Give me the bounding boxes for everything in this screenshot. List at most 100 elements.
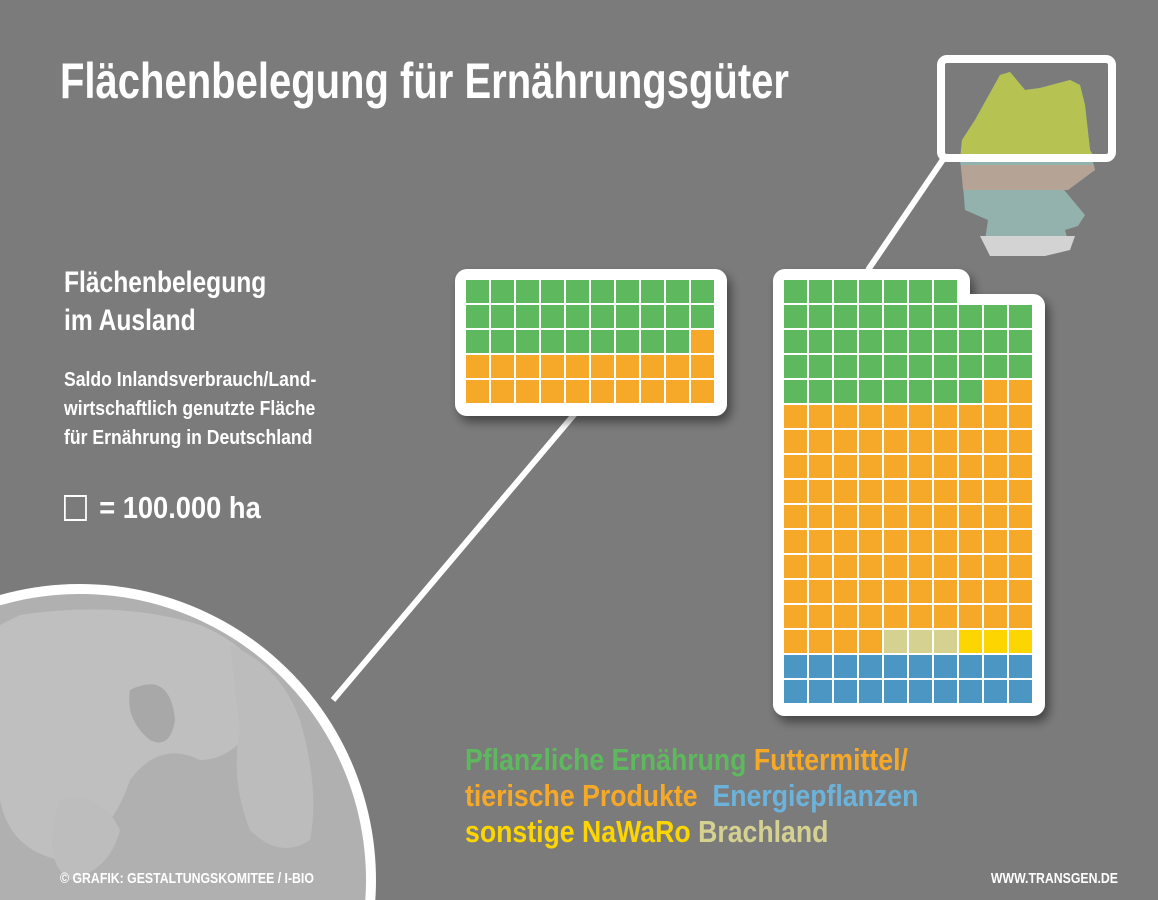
waffle-cell-futtermittel (809, 455, 832, 478)
waffle-cell-futtermittel (491, 380, 514, 403)
waffle-cell-pflanzlich (466, 280, 489, 303)
waffle-cell-futtermittel (1009, 555, 1032, 578)
waffle-cell-energie (884, 680, 907, 703)
waffle-cell-pflanzlich (809, 380, 832, 403)
waffle-cell-brachland (909, 630, 932, 653)
waffle-cell-futtermittel (516, 355, 539, 378)
waffle-cell-pflanzlich (591, 305, 614, 328)
waffle-cell-pflanzlich (641, 330, 664, 353)
waffle-cell-futtermittel (1009, 530, 1032, 553)
connector-line-ausland (330, 408, 581, 702)
waffle-cell-futtermittel (984, 405, 1007, 428)
waffle-cell-futtermittel (541, 380, 564, 403)
waffle-cell-futtermittel (859, 505, 882, 528)
heading-line: im Ausland (64, 304, 196, 337)
waffle-cell-futtermittel (641, 355, 664, 378)
waffle-cell-energie (934, 655, 957, 678)
waffle-cell-pflanzlich (516, 280, 539, 303)
waffle-cell-energie (784, 655, 807, 678)
waffle-cell-futtermittel (809, 580, 832, 603)
waffle-cell-futtermittel (809, 430, 832, 453)
waffle-cell-futtermittel (466, 355, 489, 378)
waffle-cell-futtermittel (1009, 380, 1032, 403)
waffle-cell-nawaro (959, 630, 982, 653)
waffle-cell-futtermittel (809, 505, 832, 528)
waffle-cell-pflanzlich (859, 305, 882, 328)
waffle-cell-nawaro (1009, 630, 1032, 653)
waffle-cell-futtermittel (834, 630, 857, 653)
waffle-cell-pflanzlich (909, 280, 932, 303)
waffle-cell-futtermittel (809, 405, 832, 428)
waffle-cell-futtermittel (984, 605, 1007, 628)
waffle-cell-futtermittel (909, 480, 932, 503)
waffle-cell-pflanzlich (566, 280, 589, 303)
waffle-cell-futtermittel (591, 355, 614, 378)
waffle-cell-futtermittel (909, 455, 932, 478)
waffle-cell-futtermittel (959, 580, 982, 603)
waffle-cell-futtermittel (784, 430, 807, 453)
waffle-cell-futtermittel (566, 355, 589, 378)
waffle-cell-pflanzlich (934, 305, 957, 328)
square-unit-icon (64, 495, 87, 521)
waffle-cell-pflanzlich (784, 330, 807, 353)
website-link[interactable]: WWW.TRANSGEN.DE (990, 870, 1118, 887)
waffle-cell-pflanzlich (884, 280, 907, 303)
germany-map (937, 55, 1116, 256)
waffle-cell-energie (834, 655, 857, 678)
waffle-cell-pflanzlich (884, 355, 907, 378)
waffle-cell-pflanzlich (516, 330, 539, 353)
waffle-cell-futtermittel (934, 605, 957, 628)
waffle-cell-pflanzlich (666, 305, 689, 328)
waffle-cell-futtermittel (859, 430, 882, 453)
waffle-cell-futtermittel (616, 355, 639, 378)
legend-pflanzlich: Pflanzliche Ernährung (465, 742, 747, 777)
waffle-cell-energie (859, 655, 882, 678)
waffle-cell-futtermittel (959, 430, 982, 453)
waffle-cell-futtermittel (934, 580, 957, 603)
waffle-cell-pflanzlich (541, 330, 564, 353)
waffle-cell-futtermittel (859, 530, 882, 553)
waffle-cell-pflanzlich (884, 380, 907, 403)
waffle-cell-futtermittel (691, 355, 714, 378)
waffle-cell-pflanzlich (466, 330, 489, 353)
waffle-cell-futtermittel (934, 555, 957, 578)
legend-brachland: Brachland (698, 814, 829, 849)
waffle-cell-futtermittel (884, 505, 907, 528)
waffle-cell-futtermittel (1009, 455, 1032, 478)
waffle-cell-energie (784, 680, 807, 703)
waffle-cell-futtermittel (859, 605, 882, 628)
legend-futtermittel-cont: tierische Produkte (465, 778, 698, 813)
waffle-cell-pflanzlich (1009, 355, 1032, 378)
waffle-cell-futtermittel (834, 580, 857, 603)
waffle-cell-futtermittel (784, 455, 807, 478)
waffle-cell-pflanzlich (884, 305, 907, 328)
waffle-cell-futtermittel (784, 555, 807, 578)
waffle-cell-futtermittel (959, 505, 982, 528)
waffle-cell-pflanzlich (491, 330, 514, 353)
waffle-cell-pflanzlich (859, 380, 882, 403)
waffle-cell-futtermittel (809, 605, 832, 628)
waffle-cell-futtermittel (784, 405, 807, 428)
waffle-cell-brachland (934, 630, 957, 653)
waffle-cell-futtermittel (934, 455, 957, 478)
waffle-cell-pflanzlich (834, 280, 857, 303)
waffle-cell-pflanzlich (909, 305, 932, 328)
waffle-cell-pflanzlich (641, 305, 664, 328)
waffle-cell-energie (809, 680, 832, 703)
waffle-cell-pflanzlich (984, 355, 1007, 378)
waffle-cell-energie (909, 655, 932, 678)
waffle-cell-pflanzlich (834, 355, 857, 378)
waffle-cell-futtermittel (1009, 405, 1032, 428)
waffle-cell-pflanzlich (834, 330, 857, 353)
waffle-cell-futtermittel (909, 405, 932, 428)
waffle-cell-futtermittel (784, 630, 807, 653)
waffle-cell-futtermittel (859, 455, 882, 478)
waffle-cell-pflanzlich (809, 280, 832, 303)
waffle-cell-pflanzlich (691, 305, 714, 328)
waffle-cell-futtermittel (784, 505, 807, 528)
legend-futtermittel: Futtermittel/ (753, 742, 908, 777)
waffle-cell-futtermittel (641, 380, 664, 403)
waffle-cell-futtermittel (834, 405, 857, 428)
waffle-cell-pflanzlich (591, 280, 614, 303)
